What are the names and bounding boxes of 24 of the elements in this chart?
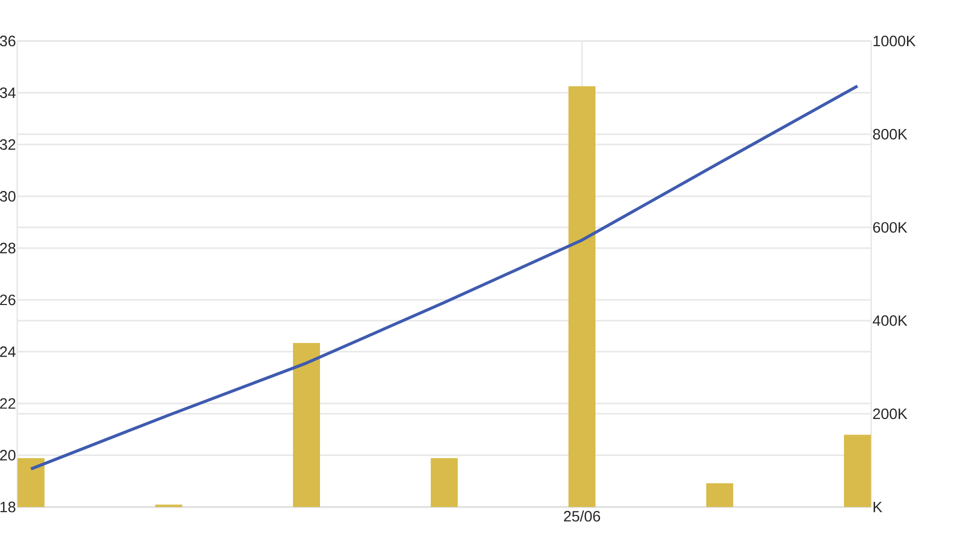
y-tick-label: 18: [0, 502, 16, 512]
x-tick-label: 25/06: [564, 510, 600, 522]
y-tick-label: 36: [0, 36, 16, 46]
y-tick-label: 20: [0, 450, 16, 461]
y2-tick-label: 400K: [872, 315, 908, 326]
y-tick-label: 32: [0, 139, 16, 150]
y2-tick-label: K: [874, 502, 882, 512]
y-tick-label: 22: [0, 398, 16, 409]
bar: [568, 86, 596, 507]
line-series: [30, 84, 859, 470]
y2-tick-label: 800K: [873, 128, 908, 140]
y2-tick-label: 200K: [873, 408, 908, 420]
y-tick-label: 30: [0, 191, 16, 202]
y-tick-label: 28: [0, 242, 16, 254]
bar: [430, 458, 458, 507]
bar: [292, 342, 320, 507]
bar: [18, 458, 45, 507]
bar: [844, 434, 871, 507]
y-tick-label: 26: [0, 294, 16, 306]
y2-tick-label: 600K: [873, 222, 908, 233]
y-tick-label: 34: [0, 87, 16, 98]
bar: [706, 483, 734, 507]
y-tick-label: 24: [0, 346, 16, 357]
y2-tick-label: 1000K: [874, 36, 916, 46]
